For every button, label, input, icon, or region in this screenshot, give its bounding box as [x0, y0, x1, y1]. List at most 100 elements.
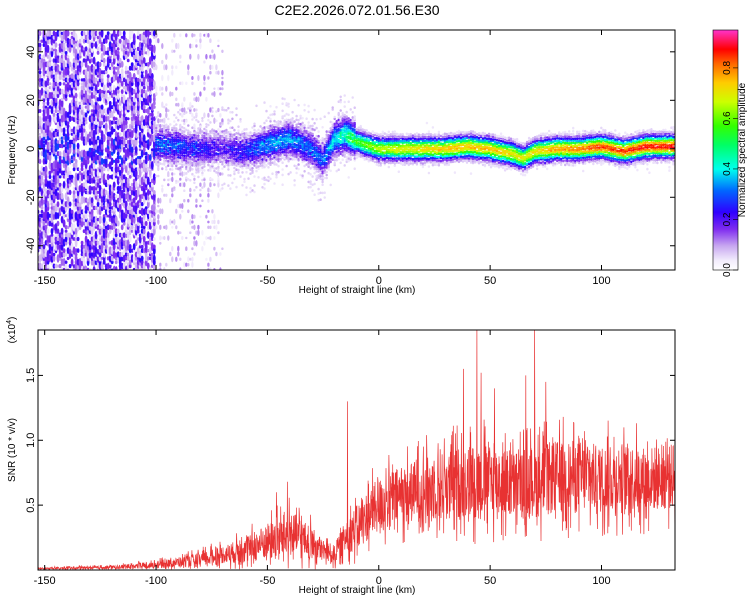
heatmap-cell — [167, 74, 170, 82]
heatmap-cell — [179, 169, 182, 172]
heatmap-cell — [66, 166, 70, 172]
heatmap-cell — [60, 192, 64, 200]
heatmap-cell — [271, 143, 274, 146]
heatmap-cell — [169, 164, 172, 167]
heatmap-cell — [187, 64, 190, 71]
heatmap-cell — [44, 42, 48, 48]
heatmap-cell — [335, 154, 338, 157]
heatmap-cell — [327, 168, 330, 171]
heatmap-cell — [293, 183, 296, 187]
heatmap-cell — [157, 160, 160, 164]
heatmap-cell — [193, 224, 196, 230]
heatmap-cell — [120, 80, 124, 87]
heatmap-cell — [211, 209, 214, 214]
heatmap-cell — [311, 132, 314, 136]
heatmap-cell — [48, 174, 52, 179]
heatmap-cell — [247, 161, 250, 165]
heatmap-cell — [152, 105, 156, 109]
heatmap-cell — [217, 70, 220, 75]
heatmap-cell — [46, 200, 50, 208]
heatmap-cell — [161, 208, 164, 215]
heatmap-cell — [185, 172, 188, 175]
heatmap-cell — [313, 193, 316, 196]
heatmap-cell — [195, 112, 198, 115]
heatmap-cell — [80, 61, 84, 68]
heatmap-cell — [307, 124, 310, 127]
heatmap-cell — [169, 123, 172, 126]
heatmap-cell — [175, 65, 178, 70]
heatmap-cell — [291, 110, 294, 114]
heatmap-cell — [114, 248, 118, 253]
heatmap-cell — [116, 89, 120, 94]
heatmap-cell — [38, 70, 42, 75]
heatmap-cell — [229, 119, 232, 123]
heatmap-cell — [58, 175, 62, 179]
heatmap-cell — [219, 188, 222, 192]
heatmap-cell — [38, 219, 42, 228]
heatmap-cell — [38, 53, 42, 60]
heatmap-cell — [173, 32, 176, 38]
heatmap-cell — [48, 235, 52, 243]
heatmap-cell — [46, 107, 50, 115]
heatmap-cell — [219, 92, 222, 96]
heatmap-cell — [203, 181, 206, 188]
heatmap-cell — [235, 151, 238, 154]
heatmap-cell — [195, 185, 198, 189]
heatmap-cell — [365, 148, 368, 152]
heatmap-cell — [193, 236, 196, 240]
heatmap-cell — [221, 139, 224, 142]
heatmap-cell — [38, 185, 42, 192]
heatmap-cell — [321, 139, 324, 142]
heatmap-cell — [152, 44, 156, 54]
heatmap-cell — [209, 256, 212, 262]
heatmap-cell — [124, 120, 128, 126]
heatmap-cell — [277, 138, 280, 141]
heatmap-cell — [48, 151, 52, 156]
heatmap-cell — [116, 50, 120, 55]
heatmap-cell — [177, 180, 180, 183]
heatmap-cell — [134, 239, 138, 247]
heatmap-cell — [173, 120, 176, 123]
heatmap-cell — [191, 81, 194, 86]
heatmap-cell — [253, 155, 256, 159]
heatmap-cell — [191, 113, 194, 118]
heatmap-cell — [72, 167, 76, 172]
heatmap-cell — [44, 232, 48, 239]
heatmap-cell — [309, 185, 312, 189]
heatmap-cell — [341, 158, 344, 161]
heatmap-cell — [327, 164, 330, 168]
heatmap-cell — [283, 114, 286, 118]
heatmap-cell — [122, 30, 126, 37]
heatmap-cell — [325, 145, 328, 149]
heatmap-cell — [159, 197, 162, 204]
heatmap-cell — [64, 252, 68, 257]
heatmap-cell — [337, 144, 340, 148]
heatmap-cell — [291, 132, 294, 135]
heatmap-cell — [203, 240, 206, 246]
heatmap-cell — [46, 119, 50, 126]
heatmap-cell — [243, 128, 246, 131]
heatmap-cell — [303, 109, 306, 112]
heatmap-cell — [161, 74, 164, 82]
heatmap-cell — [173, 124, 176, 128]
heatmap-cell — [173, 136, 176, 139]
heatmap-cell — [215, 64, 218, 71]
heatmap-cell — [291, 124, 294, 127]
heatmap-cell — [189, 53, 192, 60]
heatmap-cell — [237, 168, 240, 172]
heatmap-cell — [62, 127, 66, 134]
heatmap-cell — [205, 132, 208, 136]
heatmap-cell — [108, 101, 112, 106]
heatmap-cell — [181, 81, 184, 86]
heatmap-cell — [38, 170, 42, 176]
heatmap-cell — [221, 130, 224, 133]
heatmap-cell — [126, 177, 130, 184]
heatmap-cell — [327, 111, 330, 115]
heatmap-cell — [311, 189, 314, 192]
heatmap-cell — [199, 215, 202, 218]
heatmap-cell — [313, 182, 316, 186]
heatmap-cell — [193, 116, 196, 119]
heatmap-cell — [337, 157, 340, 161]
heatmap-cell — [197, 127, 200, 130]
